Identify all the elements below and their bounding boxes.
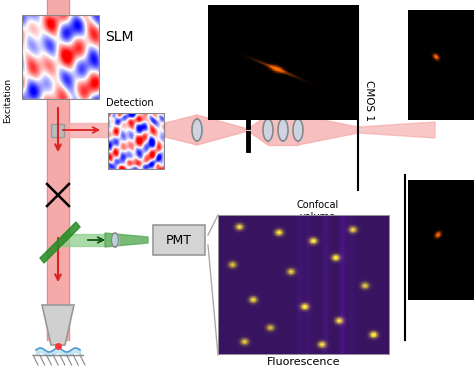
Polygon shape <box>108 123 165 137</box>
Polygon shape <box>42 305 74 345</box>
Polygon shape <box>62 234 105 246</box>
Text: Detection: Detection <box>106 98 154 108</box>
Bar <box>153 225 205 255</box>
Text: PMT: PMT <box>166 234 192 247</box>
Polygon shape <box>66 123 108 137</box>
Text: Fluorescence: Fluorescence <box>267 357 341 367</box>
Bar <box>108 113 165 170</box>
Text: Confocal
volume
(reflection): Confocal volume (reflection) <box>291 200 345 235</box>
Polygon shape <box>298 115 358 145</box>
Text: SLM: SLM <box>105 30 134 44</box>
Polygon shape <box>40 222 80 263</box>
Bar <box>47 0 69 340</box>
Text: Excitation: Excitation <box>3 77 12 122</box>
Polygon shape <box>105 233 148 247</box>
Text: PH: PH <box>239 82 256 95</box>
Polygon shape <box>268 115 298 145</box>
Polygon shape <box>358 122 435 138</box>
Polygon shape <box>165 115 197 145</box>
Bar <box>218 215 390 355</box>
Polygon shape <box>197 115 248 145</box>
Bar <box>22 15 100 100</box>
Text: CMOS 1: CMOS 1 <box>364 80 374 121</box>
Bar <box>52 124 64 137</box>
Polygon shape <box>248 115 268 145</box>
